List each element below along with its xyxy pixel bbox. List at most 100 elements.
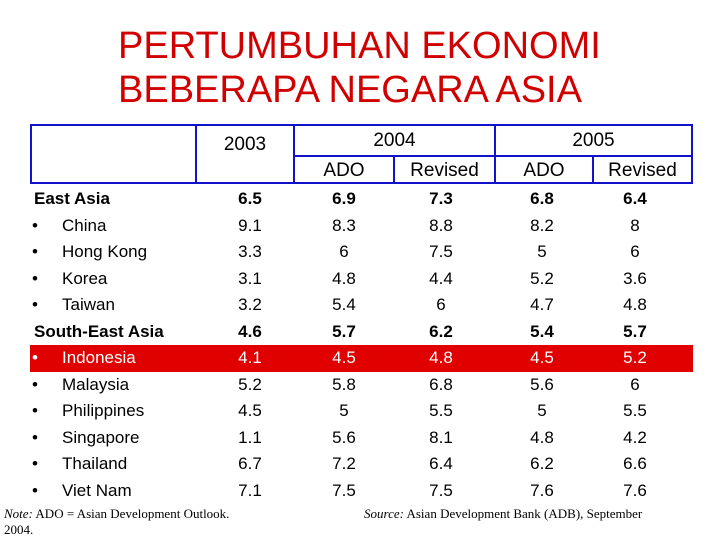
bullet: • — [32, 295, 38, 314]
table-row: • Korea 3.1 4.8 4.4 5.2 3.6 — [30, 266, 693, 293]
header-2004-cell — [295, 126, 494, 155]
value-cell: 3.3 — [238, 242, 262, 261]
header-ado-2004-cell — [295, 157, 393, 182]
table-row: • Hong Kong 3.3 6 7.5 5 6 — [30, 239, 693, 266]
value-cell: 5.7 — [332, 321, 356, 341]
value-cell: 6.2 — [429, 321, 453, 341]
note-body: ADO = Asian Development Outlook. — [32, 506, 230, 521]
value-cell: 6.9 — [332, 189, 356, 208]
value-cell: 9.1 — [238, 215, 262, 235]
value-cell: 5.6 — [332, 427, 356, 447]
table-row: • Malaysia 5.2 5.8 6.8 5.6 6 — [30, 372, 693, 399]
value-cell: 8.2 — [530, 215, 554, 235]
value-cell: 4.6 — [238, 321, 262, 341]
value-cell: 4.8 — [530, 427, 554, 447]
value-cell: 7.5 — [429, 242, 453, 261]
bullet: • — [32, 454, 38, 473]
value-cell: 7.6 — [530, 480, 554, 500]
row-label: East Asia — [34, 189, 110, 208]
row-label: Philippines — [62, 401, 145, 420]
value-cell: 5.8 — [332, 374, 356, 394]
table-row: • China 9.1 8.3 8.8 8.2 8 — [30, 213, 693, 240]
value-cell: 6.8 — [429, 374, 453, 394]
header-2005: 2005 — [572, 130, 615, 151]
row-label: Hong Kong — [62, 242, 148, 261]
header-revised-2005-cell — [594, 157, 691, 182]
value-cell: 5 — [537, 401, 547, 420]
value-cell: 6.8 — [530, 189, 554, 208]
row-label: China — [62, 215, 107, 235]
header-revised-2004: Revised — [410, 160, 479, 181]
value-cell: 4.8 — [332, 268, 356, 288]
title-line-2: BEBERAPA NEGARA ASIA — [118, 69, 582, 111]
value-cell: 5.2 — [623, 348, 647, 367]
title-line-1: PERTUMBUHAN EKONOMI — [118, 25, 601, 67]
note-line-2: 2004. — [4, 522, 34, 537]
header-2003-cell — [197, 126, 293, 182]
header-empty-cell — [32, 126, 195, 182]
row-label: Indonesia — [62, 348, 136, 367]
value-cell: 4.5 — [332, 348, 356, 367]
page-title: PERTUMBUHAN EKONOMI BEBERAPA NEGARA ASIA — [118, 24, 678, 112]
value-cell: 5 — [339, 401, 349, 420]
source-text: Source: Asian Development Bank (ADB), Se… — [364, 506, 642, 522]
value-cell: 4.8 — [429, 348, 453, 367]
value-cell: 5.4 — [530, 321, 554, 341]
row-label: Thailand — [62, 454, 128, 473]
bullet: • — [32, 401, 38, 420]
value-cell: 4.5 — [238, 401, 262, 420]
value-cell: 8 — [630, 215, 640, 235]
value-cell: 6 — [339, 242, 349, 261]
value-cell: 4.8 — [623, 295, 647, 314]
value-cell: 4.7 — [530, 295, 554, 314]
source-body: Asian Development Bank (ADB), September — [403, 506, 643, 521]
value-cell: 7.5 — [332, 480, 356, 500]
note-prefix: Note: — [4, 506, 33, 521]
bullet: • — [32, 427, 38, 447]
value-cell: 7.6 — [623, 480, 647, 500]
table-row: • Singapore 1.1 5.6 8.1 4.8 4.2 — [30, 425, 693, 452]
value-cell: 6 — [436, 295, 446, 314]
value-cell: 6.5 — [238, 189, 262, 208]
row-label: South-East Asia — [34, 321, 164, 341]
value-cell: 3.6 — [623, 268, 647, 288]
bullet: • — [32, 348, 38, 367]
table-row: • Taiwan 3.2 5.4 6 4.7 4.8 — [30, 292, 693, 319]
row-label: Viet Nam — [62, 480, 132, 500]
value-cell: 8.1 — [429, 427, 453, 447]
value-cell: 7.5 — [429, 480, 453, 500]
bullet: • — [32, 374, 38, 394]
table-group-row: East Asia 6.5 6.9 7.3 6.8 6.4 — [30, 186, 693, 213]
bullet: • — [32, 480, 38, 500]
row-label: Taiwan — [62, 295, 115, 314]
table-group-row: South-East Asia 4.6 5.7 6.2 5.4 5.7 — [30, 319, 693, 346]
value-cell: 5.5 — [623, 401, 647, 420]
value-cell: 4.1 — [238, 348, 262, 367]
table-row: • Viet Nam 7.1 7.5 7.5 7.6 7.6 — [30, 478, 693, 505]
table-row: • Philippines 4.5 5 5.5 5 5.5 — [30, 398, 693, 425]
value-cell: 6.7 — [238, 454, 262, 473]
value-cell: 8.3 — [332, 215, 356, 235]
value-cell: 7.1 — [238, 480, 262, 500]
header-2005-cell — [496, 126, 691, 155]
value-cell: 5.6 — [530, 374, 554, 394]
value-cell: 3.1 — [238, 268, 262, 288]
value-cell: 8.8 — [429, 215, 453, 235]
table-row: • Indonesia 4.1 4.5 4.8 4.5 5.2 — [30, 345, 693, 372]
bullet: • — [32, 268, 38, 288]
bullet: • — [32, 242, 38, 261]
value-cell: 5.5 — [429, 401, 453, 420]
value-cell: 6 — [630, 242, 640, 261]
header-ado-2005-cell — [496, 157, 592, 182]
row-label: Malaysia — [62, 374, 130, 394]
value-cell: 5.4 — [332, 295, 356, 314]
note-text: Note: ADO = Asian Development Outlook. 2… — [4, 506, 324, 538]
table-row: • Thailand 6.7 7.2 6.4 6.2 6.6 — [30, 451, 693, 478]
value-cell: 5.2 — [238, 374, 262, 394]
value-cell: 6.4 — [623, 189, 647, 208]
table-header: 2003 2004 2005 ADO Revised ADO Revised — [30, 124, 693, 184]
value-cell: 4.2 — [623, 427, 647, 447]
value-cell: 7.2 — [332, 454, 356, 473]
value-cell: 3.2 — [238, 295, 262, 314]
row-label: Singapore — [62, 427, 140, 447]
